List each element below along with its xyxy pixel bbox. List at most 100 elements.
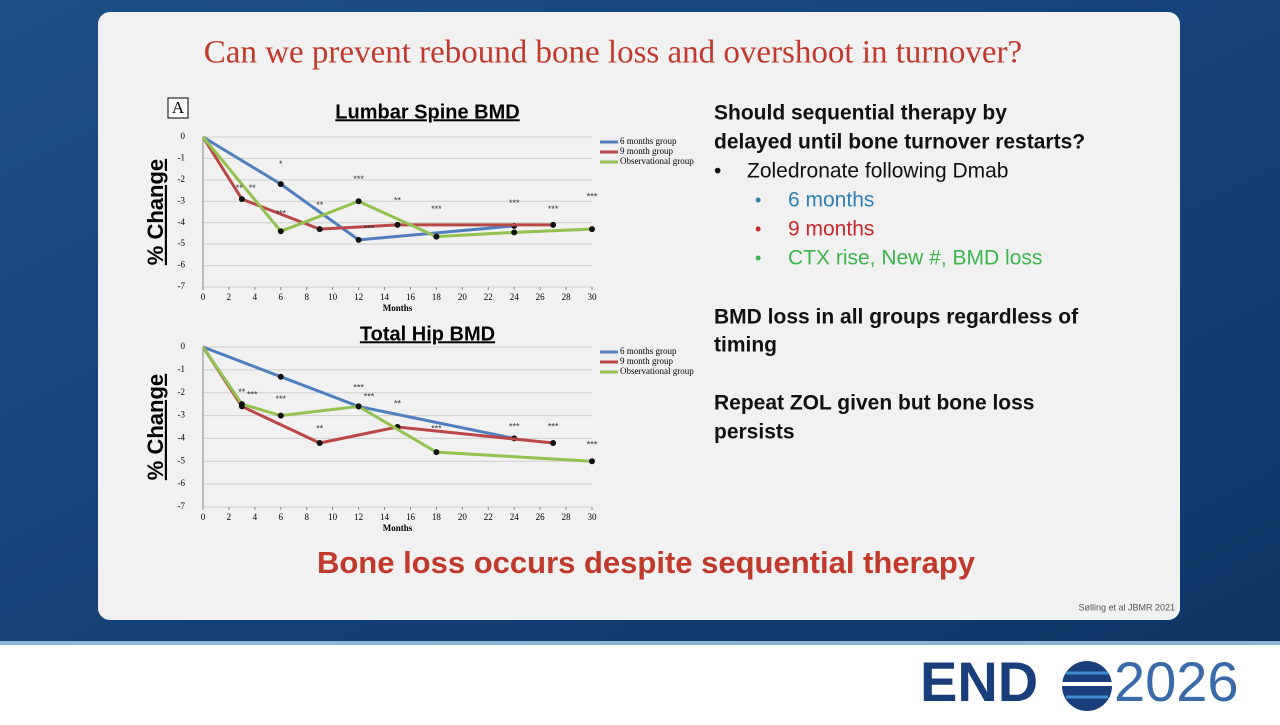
slide-title: Can we prevent rebound bone loss and ove… — [204, 35, 1022, 71]
series-line — [202, 135, 515, 242]
y-tick-label: -1 — [178, 152, 186, 162]
annotation: *** — [276, 209, 287, 219]
y-tick-label: -7 — [178, 281, 186, 291]
conclusion: Bone loss occurs despite sequential ther… — [317, 545, 976, 580]
x-tick-label: 16 — [406, 292, 416, 302]
x-tick-label: 26 — [536, 512, 546, 522]
sub-bullet: 6 months — [788, 189, 874, 212]
x-tick-label: 2 — [227, 292, 232, 302]
annotation: *** — [276, 394, 287, 404]
chart-title: Lumbar Spine BMD — [335, 101, 519, 123]
x-tick-label: 14 — [380, 292, 390, 302]
y-axis-label: % Change — [143, 159, 168, 265]
point — [355, 198, 362, 205]
point — [277, 373, 284, 380]
annotation: *** — [587, 440, 598, 450]
annotation: *** — [353, 174, 364, 184]
point — [316, 440, 323, 446]
legend-label: 6 months group — [620, 136, 677, 146]
annotation: *** — [587, 191, 598, 201]
heading: Should sequential therapy by — [714, 102, 1007, 125]
point — [355, 236, 362, 243]
series-line — [201, 346, 593, 463]
point — [589, 226, 595, 233]
legend-label: 9 month group — [620, 356, 673, 366]
x-tick-label: 30 — [588, 292, 598, 302]
x-tick-label: 22 — [484, 292, 493, 302]
note: Repeat ZOL given but bone loss — [714, 392, 1035, 415]
annotation: *** — [431, 204, 442, 214]
x-tick-label: 24 — [510, 512, 520, 522]
point — [277, 181, 284, 188]
annotation: *** — [509, 421, 520, 431]
annotation: * — [279, 159, 283, 169]
x-tick-label: 2 — [227, 512, 232, 522]
card — [98, 12, 1180, 620]
bullet-dot: • — [714, 160, 721, 183]
annotation: ** — [394, 399, 402, 409]
bullet: Zoledronate following Dmab — [747, 160, 1008, 183]
annotation: ** — [236, 183, 244, 193]
point — [355, 403, 362, 410]
x-tick-label: 6 — [279, 292, 284, 302]
legend-label: Observational group — [620, 156, 694, 166]
point — [589, 458, 595, 465]
point — [277, 228, 284, 235]
point — [511, 229, 518, 236]
logo-left: END — [920, 650, 1038, 713]
annotation: *** — [548, 204, 559, 214]
point — [394, 221, 401, 228]
y-tick-label: -6 — [178, 478, 186, 488]
y-tick-label: -3 — [178, 195, 186, 205]
x-tick-label: 20 — [458, 512, 468, 522]
point — [550, 221, 557, 228]
note: persists — [714, 421, 795, 444]
legend-label: 9 month group — [620, 146, 673, 156]
annotation: ** — [238, 387, 246, 397]
y-tick-label: -3 — [178, 410, 186, 420]
note: timing — [714, 334, 777, 357]
chart-title: Total Hip BMD — [360, 323, 495, 345]
y-tick-label: -5 — [178, 455, 186, 465]
x-tick-label: 12 — [354, 512, 363, 522]
annotation: *** — [509, 198, 520, 208]
x-tick-label: 4 — [253, 292, 258, 302]
x-tick-label: 16 — [406, 512, 416, 522]
y-tick-label: -4 — [178, 217, 186, 227]
x-tick-label: 10 — [328, 292, 338, 302]
point — [433, 233, 440, 240]
y-tick-label: -7 — [178, 501, 186, 511]
annotation: *** — [353, 383, 364, 393]
heading: delayed until bone turnover restarts? — [714, 131, 1085, 154]
x-tick-label: 18 — [432, 292, 442, 302]
annotation: ** — [316, 424, 324, 434]
divider — [0, 641, 1280, 645]
series-line — [202, 345, 515, 440]
x-tick-label: 26 — [536, 292, 546, 302]
x-tick-label: 4 — [253, 512, 258, 522]
point — [238, 401, 245, 408]
annotation: ** — [316, 200, 324, 210]
annotation: ** — [394, 196, 402, 206]
x-tick-label: 12 — [354, 292, 363, 302]
point — [550, 440, 557, 446]
legend-label: 6 months group — [620, 346, 677, 356]
y-tick-label: -4 — [178, 432, 186, 442]
annotation: *** — [364, 224, 375, 234]
x-tick-label: 18 — [432, 512, 442, 522]
panel-box — [167, 97, 189, 119]
x-tick-label: 28 — [562, 292, 572, 302]
y-tick-label: -1 — [178, 364, 186, 374]
sub-bullet-dot: • — [755, 219, 761, 239]
y-tick-label: 0 — [181, 341, 186, 351]
x-tick-label: 8 — [304, 512, 309, 522]
citation: Sølling et al JBMR 2021 — [1078, 602, 1175, 612]
y-tick-label: -5 — [178, 238, 186, 248]
y-tick-label: -2 — [178, 174, 186, 184]
x-tick-label: 6 — [279, 512, 284, 522]
x-tick-label: 0 — [201, 292, 206, 302]
x-axis-label: Months — [383, 523, 413, 533]
y-axis-label: % Change — [143, 374, 168, 480]
